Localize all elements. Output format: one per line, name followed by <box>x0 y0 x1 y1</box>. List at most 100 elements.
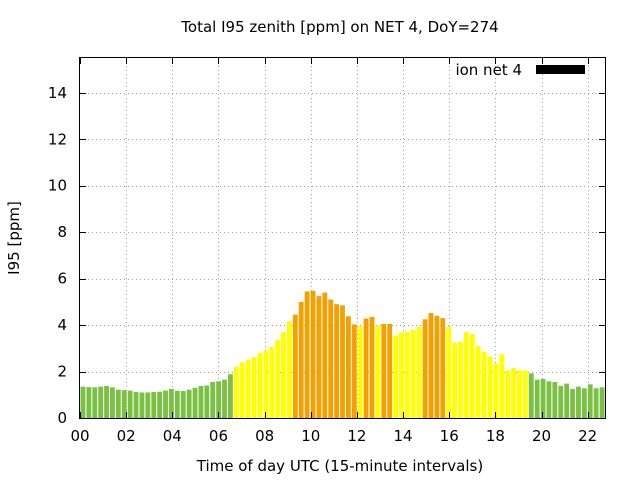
bar <box>528 373 534 418</box>
bar <box>340 305 345 418</box>
bar <box>546 381 552 418</box>
y-axis-label: I95 [ppm] <box>5 201 23 275</box>
bar <box>233 366 239 418</box>
x-tick-label: 00 <box>70 427 89 445</box>
bar <box>174 390 180 418</box>
bar <box>204 385 210 418</box>
bar <box>363 318 369 418</box>
bar <box>239 362 245 418</box>
y-tick-label: 2 <box>57 363 67 381</box>
bar <box>104 385 109 418</box>
bar <box>310 290 316 418</box>
x-tick-label: 02 <box>117 427 136 445</box>
bar <box>133 391 139 418</box>
bar <box>357 326 363 418</box>
bar <box>599 387 605 418</box>
bar <box>86 387 92 418</box>
x-tick-label: 08 <box>255 427 274 445</box>
bar <box>534 379 540 418</box>
bar <box>399 332 404 418</box>
bar <box>127 390 133 418</box>
y-tick-label: 8 <box>57 223 67 241</box>
bar <box>422 319 428 418</box>
bar <box>581 388 587 418</box>
bar <box>121 390 127 418</box>
bar <box>334 304 340 418</box>
x-tick-label: 16 <box>440 427 459 445</box>
bar <box>163 390 168 418</box>
bar <box>281 332 286 418</box>
bar <box>428 313 434 418</box>
legend-swatch <box>536 65 585 74</box>
legend-label: ion net 4 <box>455 61 522 79</box>
bar <box>157 391 163 418</box>
bar <box>522 370 528 418</box>
bar <box>552 382 558 418</box>
bar <box>110 387 115 418</box>
bar <box>115 389 121 418</box>
bar <box>593 388 599 418</box>
legend: ion net 4 <box>455 61 585 79</box>
bar <box>286 321 292 418</box>
y-tick-label: 10 <box>48 177 67 195</box>
bar <box>440 318 446 418</box>
x-tick-label: 12 <box>347 427 366 445</box>
bar <box>505 370 511 418</box>
bar <box>275 340 281 418</box>
bar <box>511 368 516 418</box>
bar <box>587 384 593 418</box>
bar <box>351 324 357 418</box>
bar <box>145 392 151 418</box>
x-tick-label: 18 <box>486 427 505 445</box>
bar <box>80 386 86 418</box>
bar <box>257 352 263 418</box>
bar <box>92 387 98 418</box>
x-tick-label: 14 <box>394 427 413 445</box>
bar <box>564 383 570 418</box>
bar <box>404 331 410 418</box>
bars <box>80 290 605 418</box>
bar <box>481 351 487 418</box>
bar <box>475 346 481 418</box>
x-axis-label: Time of day UTC (15-minute intervals) <box>196 457 483 475</box>
bar <box>292 314 298 418</box>
bar <box>434 315 440 418</box>
bar <box>169 388 174 418</box>
y-tick-label: 12 <box>48 130 67 148</box>
bar <box>381 323 387 418</box>
bar <box>387 323 393 418</box>
x-tick-label: 20 <box>532 427 551 445</box>
bar <box>198 385 204 418</box>
bar <box>98 386 104 418</box>
bar <box>493 363 499 418</box>
bar <box>316 296 322 418</box>
y-tick-label: 14 <box>48 84 67 102</box>
bar <box>487 356 493 418</box>
bar <box>499 354 505 418</box>
bar <box>216 381 222 418</box>
bar <box>298 301 304 418</box>
bar <box>576 386 581 418</box>
bar <box>558 385 564 418</box>
bar <box>322 292 328 418</box>
bar <box>517 370 522 418</box>
bar <box>375 325 381 418</box>
bar <box>251 357 257 418</box>
bar <box>222 379 227 418</box>
grid <box>80 58 605 418</box>
bar <box>228 374 233 418</box>
bar <box>139 392 145 418</box>
bar <box>452 342 457 418</box>
bar <box>328 299 334 418</box>
bar <box>570 388 575 418</box>
bar <box>245 359 251 418</box>
y-tick-label: 0 <box>57 409 67 427</box>
bar <box>446 326 452 418</box>
bar <box>458 341 463 418</box>
bar <box>180 391 186 418</box>
bar <box>416 326 422 418</box>
bar <box>369 316 375 418</box>
x-tick-label: 22 <box>578 427 597 445</box>
